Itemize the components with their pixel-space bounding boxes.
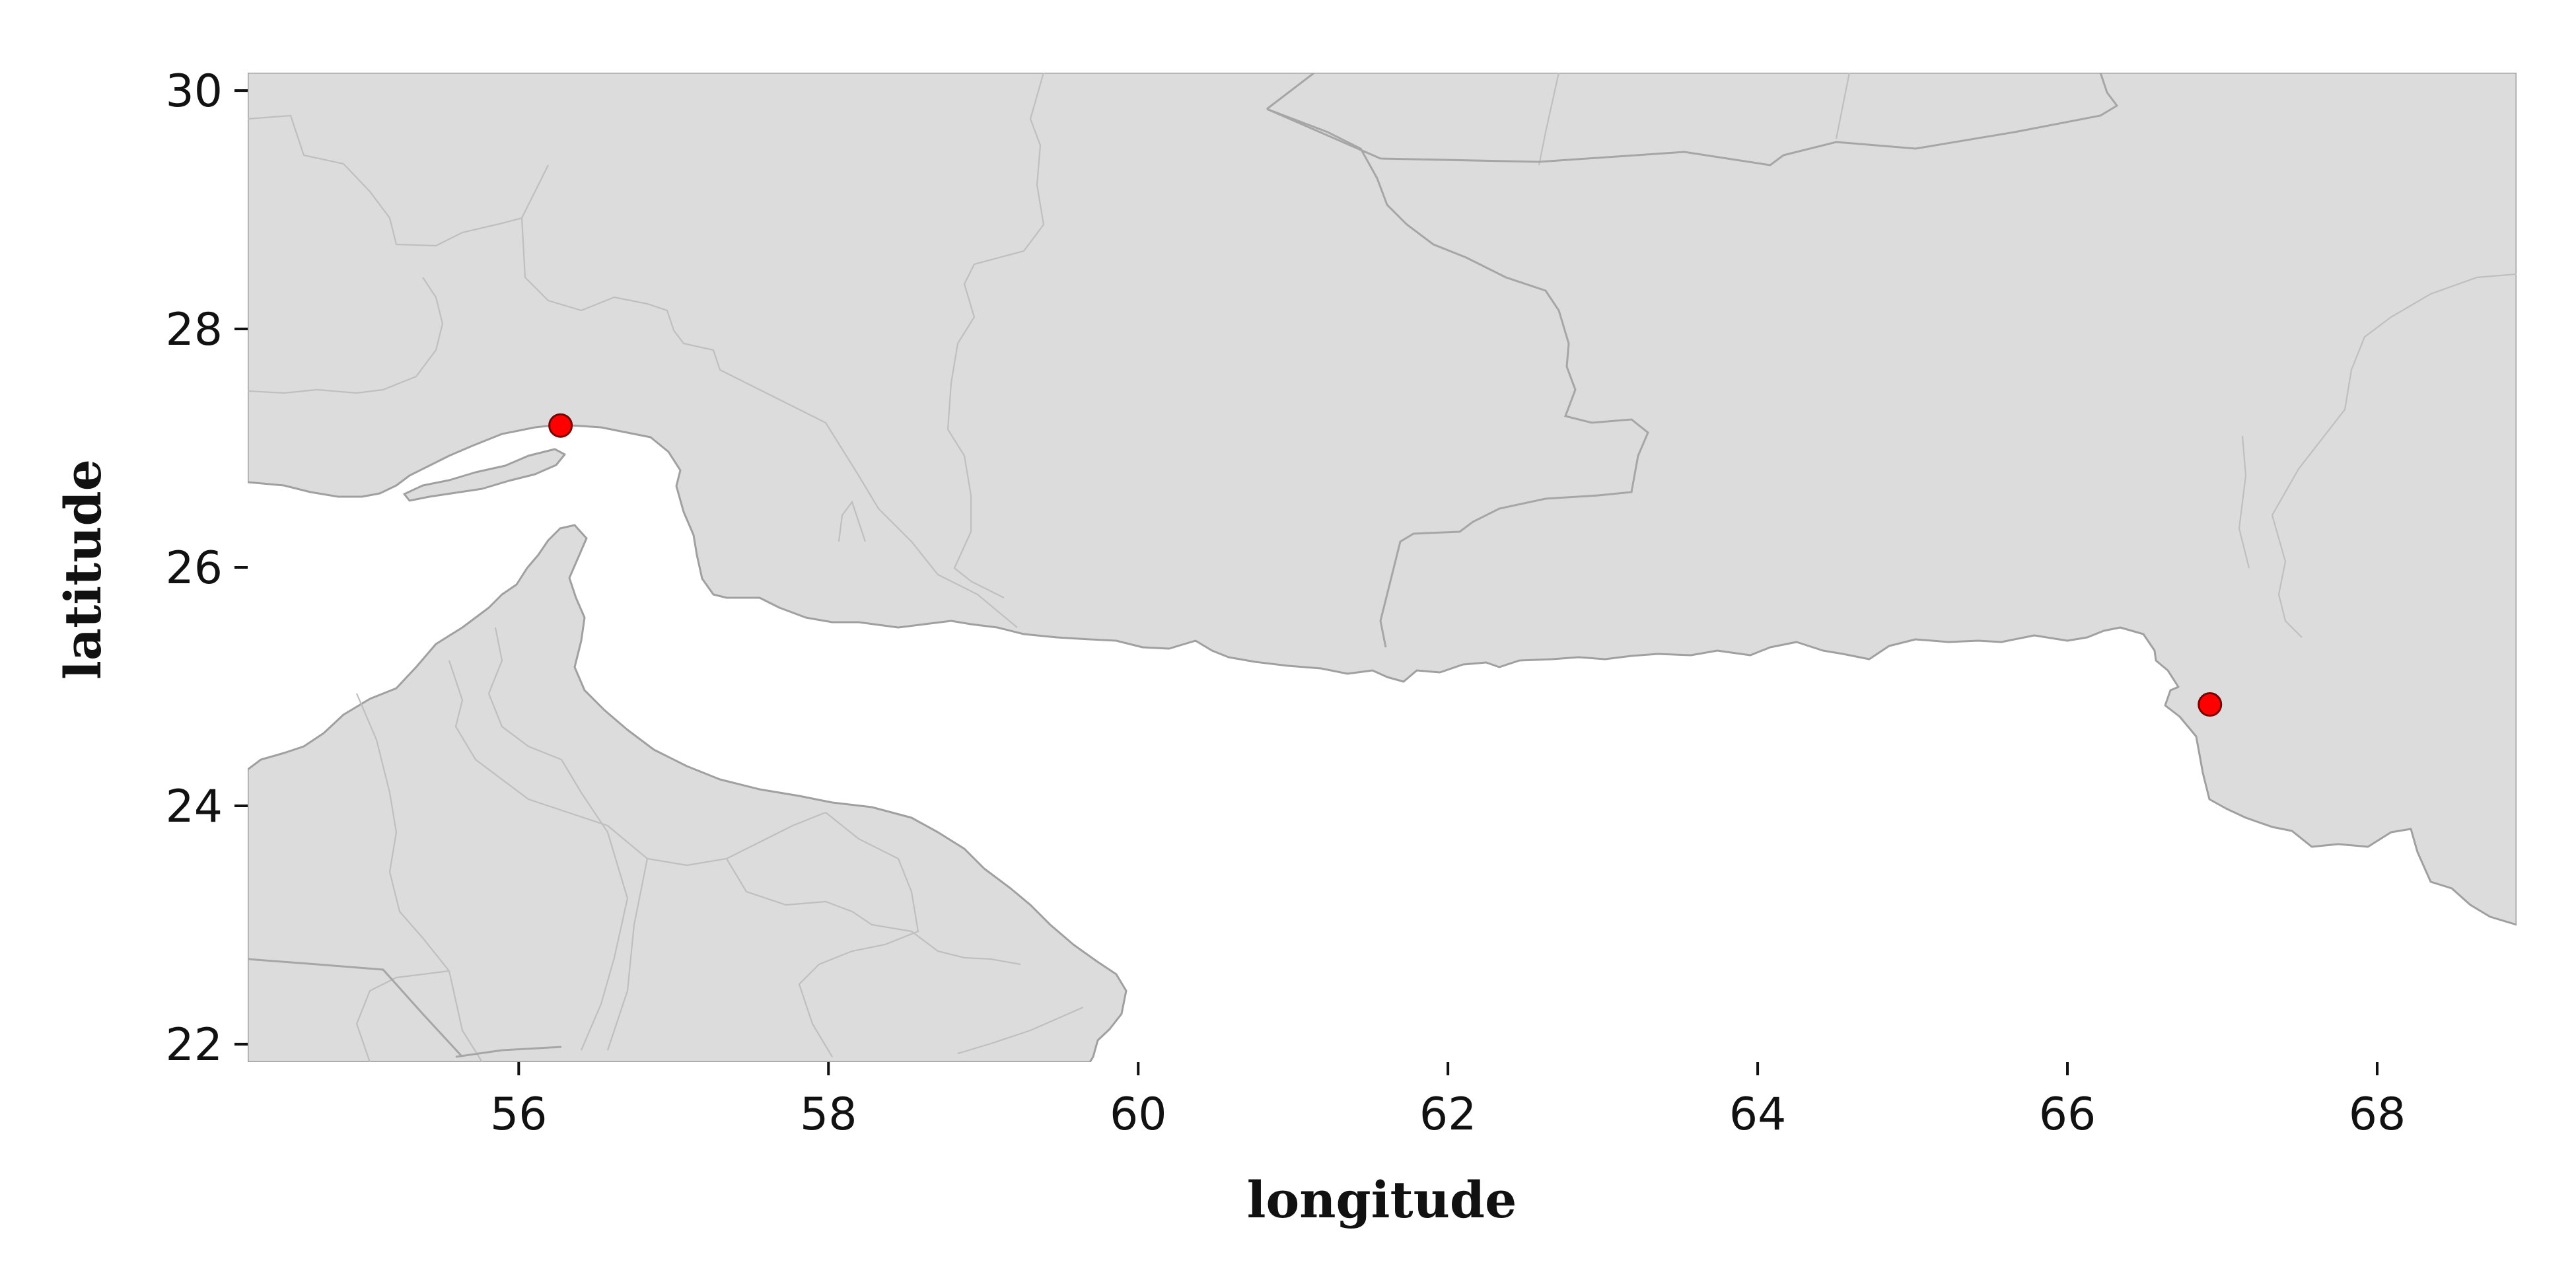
map-point-marker	[548, 413, 573, 438]
island-qeshm	[403, 448, 566, 502]
map-points	[548, 413, 2223, 717]
y-tick-label: 28	[165, 304, 223, 356]
x-tick-label: 58	[800, 1089, 857, 1141]
x-axis: 56 58 60 62 64 66 68	[490, 1062, 2406, 1141]
plot-area	[248, 73, 2517, 1062]
y-tick-label: 30	[165, 65, 223, 118]
y-tick-label: 22	[165, 1019, 223, 1071]
borders	[248, 73, 2517, 1062]
x-tick-label: 66	[2039, 1089, 2096, 1141]
y-tick-label: 24	[165, 781, 223, 833]
y-tick-label: 26	[165, 542, 223, 594]
x-tick-label: 60	[1110, 1089, 1167, 1141]
x-axis-label: longitude	[1247, 1170, 1517, 1229]
international-borders	[1266, 73, 2119, 648]
landmass-arabia	[248, 524, 1127, 1062]
y-axis: 22 24 26 28 30	[165, 65, 248, 1071]
x-tick-label: 68	[2349, 1089, 2406, 1141]
x-tick-label: 62	[1419, 1089, 1477, 1141]
x-tick-label: 56	[490, 1089, 548, 1141]
x-tick-label: 64	[1729, 1089, 1787, 1141]
landmass-iran-pakistan	[248, 73, 2517, 926]
y-axis-label: latitude	[54, 459, 112, 680]
map-point-marker	[2198, 692, 2223, 717]
